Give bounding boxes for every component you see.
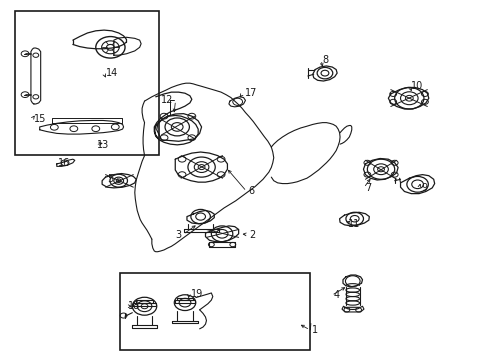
Text: 14: 14 bbox=[105, 68, 118, 78]
Text: 10: 10 bbox=[410, 81, 423, 91]
Text: 1: 1 bbox=[311, 325, 317, 335]
Text: 3: 3 bbox=[175, 230, 181, 239]
Text: 7: 7 bbox=[365, 183, 371, 193]
Text: 12: 12 bbox=[161, 95, 173, 105]
Text: 11: 11 bbox=[347, 219, 359, 229]
Text: 9: 9 bbox=[420, 183, 426, 193]
Text: 13: 13 bbox=[97, 140, 109, 150]
Text: 19: 19 bbox=[190, 289, 203, 299]
Text: 5: 5 bbox=[107, 174, 114, 184]
Text: 17: 17 bbox=[244, 88, 256, 98]
Text: 6: 6 bbox=[248, 186, 254, 197]
Text: 16: 16 bbox=[58, 158, 70, 168]
Text: 15: 15 bbox=[34, 114, 46, 124]
Bar bbox=[120, 273, 310, 350]
Text: 4: 4 bbox=[332, 291, 339, 301]
Text: 2: 2 bbox=[249, 230, 255, 239]
Text: 8: 8 bbox=[322, 55, 328, 65]
Text: 18: 18 bbox=[128, 301, 141, 311]
Bar bbox=[15, 12, 159, 155]
